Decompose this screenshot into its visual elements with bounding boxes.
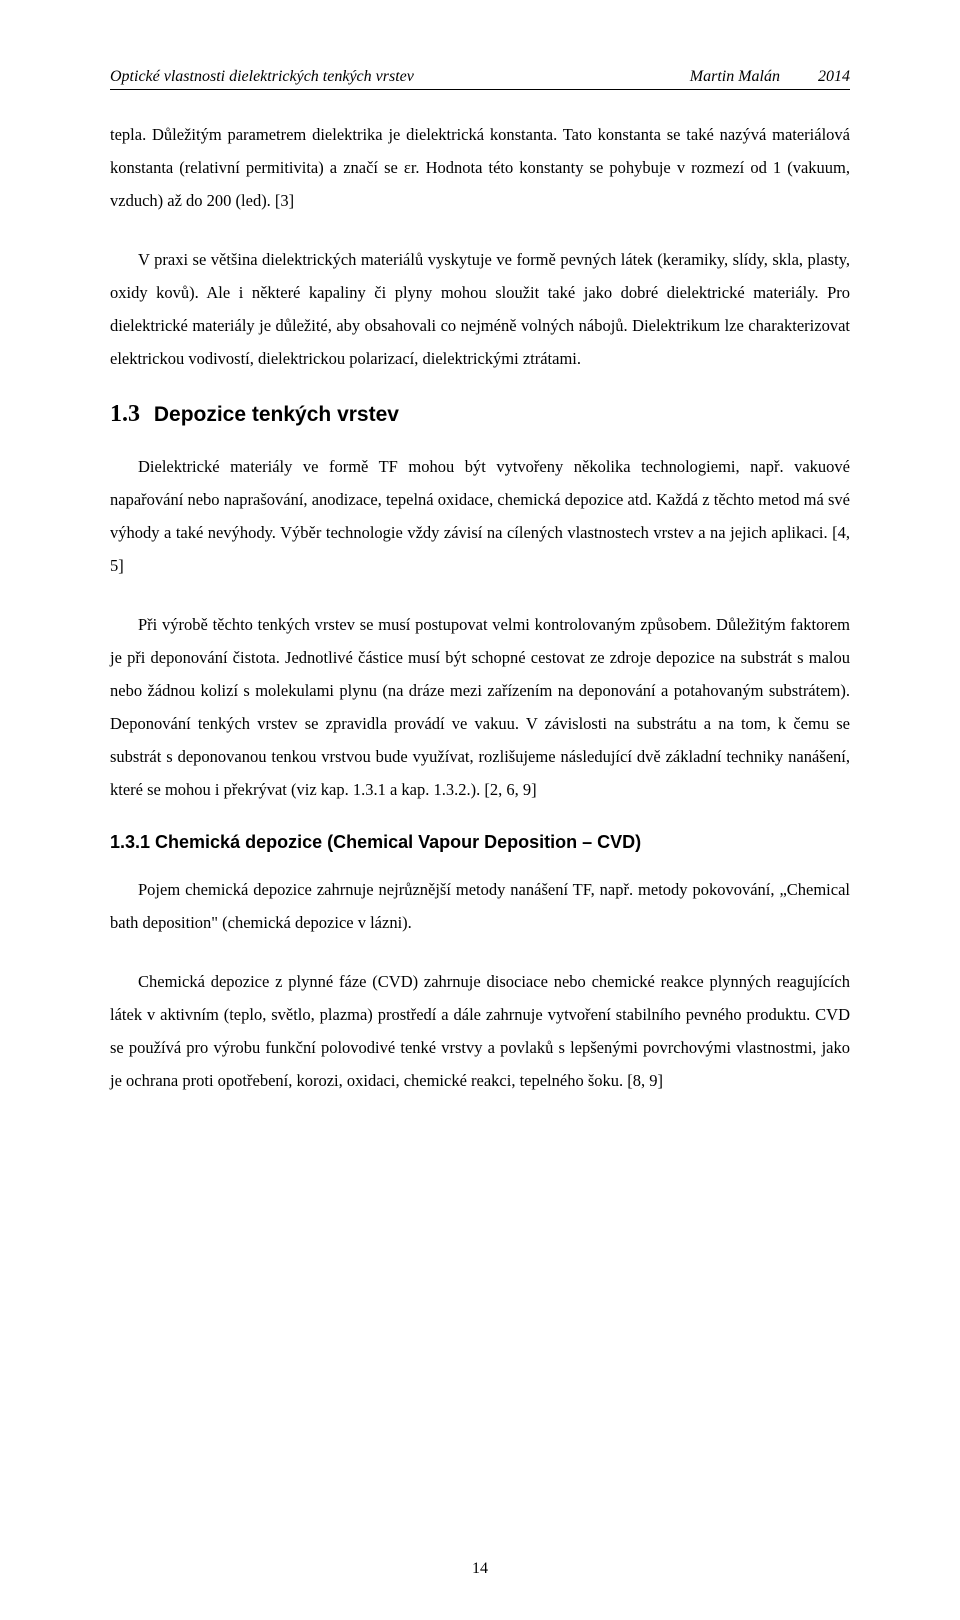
paragraph-3: Dielektrické materiály ve formě TF mohou… bbox=[110, 450, 850, 582]
paragraph-1: tepla. Důležitým parametrem dielektrika … bbox=[110, 118, 850, 217]
paragraph-5: Pojem chemická depozice zahrnuje nejrůzn… bbox=[110, 873, 850, 939]
header-right: Martin Malán 2014 bbox=[690, 68, 850, 86]
subsection-1-3-1-heading: 1.3.1 Chemická depozice (Chemical Vapour… bbox=[110, 832, 850, 853]
section-number: 1.3 bbox=[110, 401, 140, 427]
section-title: Depozice tenkých vrstev bbox=[154, 403, 399, 426]
paragraph-4: Při výrobě těchto tenkých vrstev se musí… bbox=[110, 608, 850, 806]
header-title: Optické vlastnosti dielektrických tenkýc… bbox=[110, 68, 414, 86]
section-1-3-heading: 1.3 Depozice tenkých vrstev bbox=[110, 401, 850, 428]
paragraph-2: V praxi se většina dielektrických materi… bbox=[110, 243, 850, 375]
header-year: 2014 bbox=[818, 68, 850, 86]
paragraph-6: Chemická depozice z plynné fáze (CVD) za… bbox=[110, 965, 850, 1097]
header-author: Martin Malán bbox=[690, 68, 780, 86]
page-number: 14 bbox=[0, 1560, 960, 1578]
page-header: Optické vlastnosti dielektrických tenkýc… bbox=[110, 68, 850, 90]
